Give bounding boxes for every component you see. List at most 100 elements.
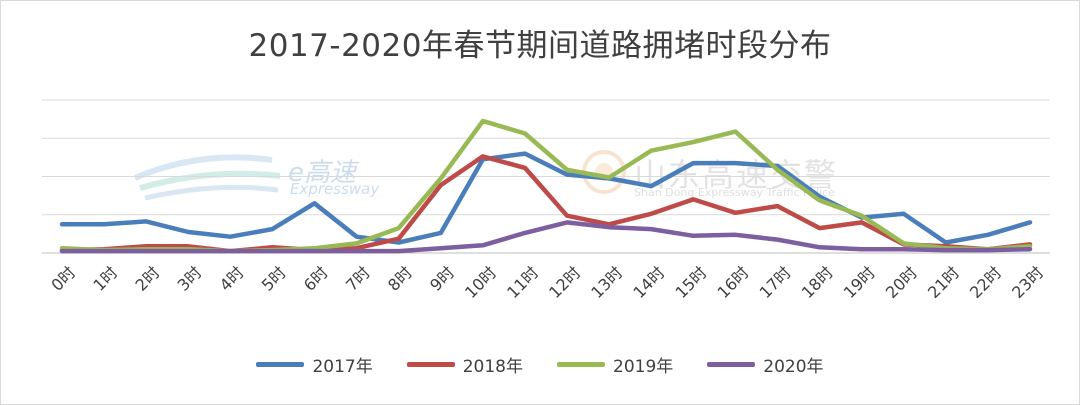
data-point-2020年-5时 — [270, 249, 274, 253]
data-point-2017年-3时 — [186, 230, 190, 234]
data-point-2020年-9时 — [439, 246, 443, 250]
x-tick-label: 21时 — [924, 263, 963, 302]
data-point-2018年-16时 — [733, 211, 737, 215]
data-point-2019年-14时 — [649, 149, 653, 153]
data-point-2020年-1时 — [102, 249, 106, 253]
legend-label: 2020年 — [763, 357, 824, 377]
data-point-2017年-20时 — [902, 212, 906, 216]
data-point-2018年-17时 — [775, 204, 779, 208]
data-point-2017年-5时 — [270, 227, 274, 231]
series-line-2018年 — [59, 154, 1033, 254]
data-point-2019年-12时 — [565, 168, 569, 172]
x-tick-label: 12时 — [545, 263, 584, 302]
data-point-2017年-15时 — [691, 161, 695, 165]
data-point-2020年-2时 — [144, 249, 148, 253]
legend-label: 2017年 — [312, 357, 373, 377]
data-point-2017年-0时 — [60, 222, 64, 226]
x-tick-label: 22时 — [966, 263, 1005, 302]
x-tick-label: 11时 — [503, 263, 542, 302]
data-point-2018年-11时 — [523, 166, 527, 170]
data-point-2020年-21时 — [944, 248, 948, 252]
legend-item: 2019年 — [557, 352, 673, 377]
watermark-left-logo-icon — [133, 154, 281, 201]
data-point-2020年-17时 — [775, 238, 779, 242]
chart-title: 2017-2020年春节期间道路拥堵时段分布 — [248, 28, 832, 64]
x-tick-label: 20时 — [882, 263, 921, 302]
x-tick-label: 18时 — [798, 263, 837, 302]
data-point-2019年-19时 — [860, 214, 864, 218]
x-tick-label: 2时 — [132, 263, 164, 295]
data-point-2019年-16时 — [733, 130, 737, 134]
data-point-2017年-9时 — [439, 231, 443, 235]
data-point-2020年-13时 — [607, 225, 611, 229]
legend-swatch — [707, 362, 756, 367]
data-point-2020年-12时 — [565, 220, 569, 224]
data-point-2019年-13时 — [607, 175, 611, 179]
data-point-2017年-2时 — [144, 219, 148, 223]
data-point-2018年-19时 — [860, 220, 864, 224]
data-point-2020年-0时 — [60, 249, 64, 253]
data-point-2017年-16时 — [733, 161, 737, 165]
data-point-2020年-22时 — [986, 248, 990, 252]
x-tick-label: 10时 — [461, 263, 500, 302]
x-tick-label: 4时 — [216, 263, 248, 295]
data-point-2017年-4时 — [228, 235, 232, 239]
legend-swatch — [406, 362, 455, 367]
data-point-2017年-14时 — [649, 184, 653, 188]
data-point-2019年-8时 — [397, 226, 401, 230]
legend-label: 2018年 — [462, 357, 523, 377]
data-point-2017年-22时 — [986, 233, 990, 237]
data-point-2017年-12时 — [565, 173, 569, 177]
data-point-2019年-9时 — [439, 176, 443, 180]
x-tick-label: 9时 — [426, 263, 458, 295]
series-lines — [59, 118, 1033, 254]
data-point-2019年-11时 — [523, 131, 527, 135]
data-point-2019年-17时 — [775, 168, 779, 172]
x-tick-label: 13时 — [587, 263, 626, 302]
data-point-2020年-20时 — [902, 247, 906, 251]
gridlines — [42, 99, 1050, 254]
data-point-2020年-6时 — [313, 249, 317, 253]
data-point-2019年-10时 — [481, 119, 485, 123]
data-point-2020年-3时 — [186, 249, 190, 253]
data-point-2020年-8时 — [397, 249, 401, 253]
x-tick-label: 7时 — [342, 263, 374, 295]
legend-swatch — [557, 362, 605, 367]
data-point-2017年-8时 — [397, 240, 401, 244]
data-point-2018年-10时 — [481, 154, 485, 158]
data-point-2020年-18时 — [818, 245, 822, 249]
data-point-2020年-16时 — [733, 233, 737, 237]
data-point-2017年-6时 — [313, 201, 317, 205]
x-tick-label: 23时 — [1008, 263, 1047, 302]
x-tick-label: 19时 — [840, 263, 879, 302]
data-point-2020年-10时 — [481, 243, 485, 247]
data-point-2020年-23时 — [1028, 247, 1032, 251]
data-point-2020年-15时 — [691, 234, 695, 238]
data-point-2020年-14时 — [649, 227, 653, 231]
series-line-2017年 — [59, 151, 1033, 245]
data-point-2020年-4时 — [228, 249, 232, 253]
legend-swatch — [256, 362, 305, 367]
data-point-2018年-14时 — [649, 212, 653, 216]
data-point-2018年-12时 — [565, 214, 569, 218]
data-point-2020年-19时 — [860, 247, 864, 251]
data-point-2020年-11时 — [523, 231, 527, 235]
data-point-2019年-20时 — [902, 241, 906, 245]
legend-item: 2018年 — [406, 352, 523, 377]
data-point-2019年-18时 — [818, 198, 822, 202]
data-point-2020年-7时 — [355, 249, 359, 253]
data-point-2018年-15时 — [691, 197, 695, 201]
data-point-2019年-7时 — [355, 241, 359, 245]
x-axis-tick-labels: 0时 1时 2时 3时 4时 5时 6时 7时 8时 9时 10时 11时 12时 13时 14时 15时 16… — [47, 263, 1047, 302]
legend-item: 2017年 — [256, 352, 373, 377]
legend: 2017年 2018年 2019年 2020年 — [0, 352, 1080, 377]
data-point-2017年-7时 — [355, 235, 359, 239]
data-point-2018年-8时 — [397, 237, 401, 241]
data-point-2017年-11时 — [523, 152, 527, 156]
x-tick-label: 1时 — [89, 263, 121, 295]
data-point-2018年-18时 — [818, 226, 822, 230]
x-tick-label: 8时 — [384, 263, 416, 295]
legend-item: 2020年 — [707, 352, 824, 377]
